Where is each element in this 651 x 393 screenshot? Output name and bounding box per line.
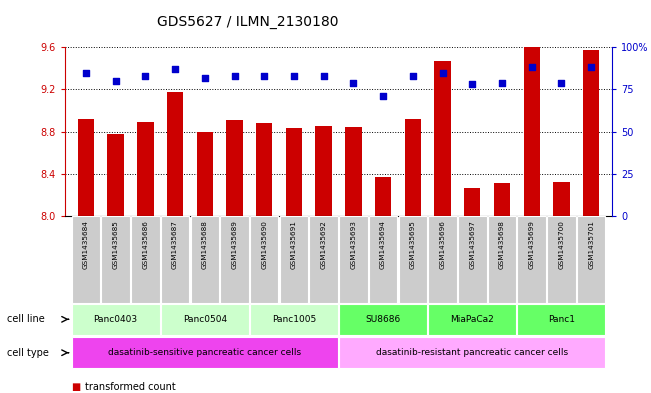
Text: GSM1435690: GSM1435690 xyxy=(261,220,267,269)
Point xyxy=(586,64,596,71)
Point xyxy=(527,64,537,71)
Text: GSM1435696: GSM1435696 xyxy=(439,220,445,269)
Text: Panc0504: Panc0504 xyxy=(183,315,227,324)
Point xyxy=(229,73,240,79)
Text: Panc1: Panc1 xyxy=(548,315,575,324)
Bar xyxy=(375,177,391,216)
FancyBboxPatch shape xyxy=(488,216,516,303)
FancyBboxPatch shape xyxy=(428,304,516,335)
Text: MiaPaCa2: MiaPaCa2 xyxy=(450,315,494,324)
FancyBboxPatch shape xyxy=(458,216,486,303)
Bar xyxy=(256,123,272,216)
Bar xyxy=(464,187,480,216)
Text: GSM1435699: GSM1435699 xyxy=(529,220,534,269)
Point xyxy=(348,79,359,86)
Point xyxy=(289,73,299,79)
Bar xyxy=(77,119,94,216)
FancyBboxPatch shape xyxy=(398,216,427,303)
Bar xyxy=(553,182,570,216)
FancyBboxPatch shape xyxy=(102,216,130,303)
Bar xyxy=(434,61,450,216)
Bar xyxy=(405,119,421,216)
Text: GSM1435695: GSM1435695 xyxy=(410,220,416,269)
Bar xyxy=(137,122,154,216)
FancyBboxPatch shape xyxy=(309,216,338,303)
FancyBboxPatch shape xyxy=(518,216,546,303)
FancyBboxPatch shape xyxy=(369,216,397,303)
Bar xyxy=(227,120,243,216)
FancyBboxPatch shape xyxy=(131,216,159,303)
Point xyxy=(467,81,477,88)
Text: cell type: cell type xyxy=(7,348,48,358)
Text: GSM1435698: GSM1435698 xyxy=(499,220,505,269)
Text: transformed count: transformed count xyxy=(85,382,175,392)
Text: dasatinib-resistant pancreatic cancer cells: dasatinib-resistant pancreatic cancer ce… xyxy=(376,348,568,357)
Point xyxy=(259,73,270,79)
Point xyxy=(556,79,566,86)
FancyBboxPatch shape xyxy=(547,216,575,303)
Text: GSM1435687: GSM1435687 xyxy=(172,220,178,269)
Text: GSM1435689: GSM1435689 xyxy=(232,220,238,269)
FancyBboxPatch shape xyxy=(161,216,189,303)
FancyBboxPatch shape xyxy=(428,216,457,303)
Point xyxy=(437,69,448,75)
FancyBboxPatch shape xyxy=(339,304,427,335)
Bar xyxy=(345,127,361,216)
FancyBboxPatch shape xyxy=(161,304,249,335)
Bar xyxy=(523,47,540,216)
Text: GSM1435692: GSM1435692 xyxy=(321,220,327,269)
Point xyxy=(81,69,91,75)
FancyBboxPatch shape xyxy=(72,216,100,303)
FancyBboxPatch shape xyxy=(250,216,279,303)
FancyBboxPatch shape xyxy=(339,337,605,368)
FancyBboxPatch shape xyxy=(280,216,308,303)
Point xyxy=(497,79,507,86)
Bar xyxy=(583,50,600,216)
Point xyxy=(318,73,329,79)
Text: GSM1435694: GSM1435694 xyxy=(380,220,386,269)
Point xyxy=(200,74,210,81)
FancyBboxPatch shape xyxy=(72,304,159,335)
Text: GSM1435693: GSM1435693 xyxy=(350,220,356,269)
Bar xyxy=(167,92,183,216)
Text: cell line: cell line xyxy=(7,314,44,324)
Point xyxy=(111,78,121,84)
Text: dasatinib-sensitive pancreatic cancer cells: dasatinib-sensitive pancreatic cancer ce… xyxy=(108,348,301,357)
Text: GSM1435686: GSM1435686 xyxy=(143,220,148,269)
FancyBboxPatch shape xyxy=(220,216,249,303)
Text: GDS5627 / ILMN_2130180: GDS5627 / ILMN_2130180 xyxy=(157,15,338,29)
Text: GSM1435700: GSM1435700 xyxy=(559,220,564,269)
Text: GSM1435697: GSM1435697 xyxy=(469,220,475,269)
Text: GSM1435691: GSM1435691 xyxy=(291,220,297,269)
Text: GSM1435684: GSM1435684 xyxy=(83,220,89,269)
Point xyxy=(140,73,150,79)
Bar xyxy=(197,132,213,216)
Text: GSM1435685: GSM1435685 xyxy=(113,220,118,269)
Point xyxy=(378,93,388,99)
Text: Panc0403: Panc0403 xyxy=(94,315,137,324)
FancyBboxPatch shape xyxy=(250,304,338,335)
Bar xyxy=(107,134,124,216)
FancyBboxPatch shape xyxy=(518,304,605,335)
Text: GSM1435688: GSM1435688 xyxy=(202,220,208,269)
Text: GSM1435701: GSM1435701 xyxy=(588,220,594,269)
Bar xyxy=(316,127,332,216)
Text: Panc1005: Panc1005 xyxy=(272,315,316,324)
Point xyxy=(170,66,180,72)
FancyBboxPatch shape xyxy=(72,337,338,368)
Bar xyxy=(494,184,510,216)
Point xyxy=(408,73,418,79)
FancyBboxPatch shape xyxy=(339,216,368,303)
FancyBboxPatch shape xyxy=(577,216,605,303)
Text: ■: ■ xyxy=(72,382,84,392)
FancyBboxPatch shape xyxy=(191,216,219,303)
Bar xyxy=(286,129,302,216)
Text: SU8686: SU8686 xyxy=(365,315,401,324)
